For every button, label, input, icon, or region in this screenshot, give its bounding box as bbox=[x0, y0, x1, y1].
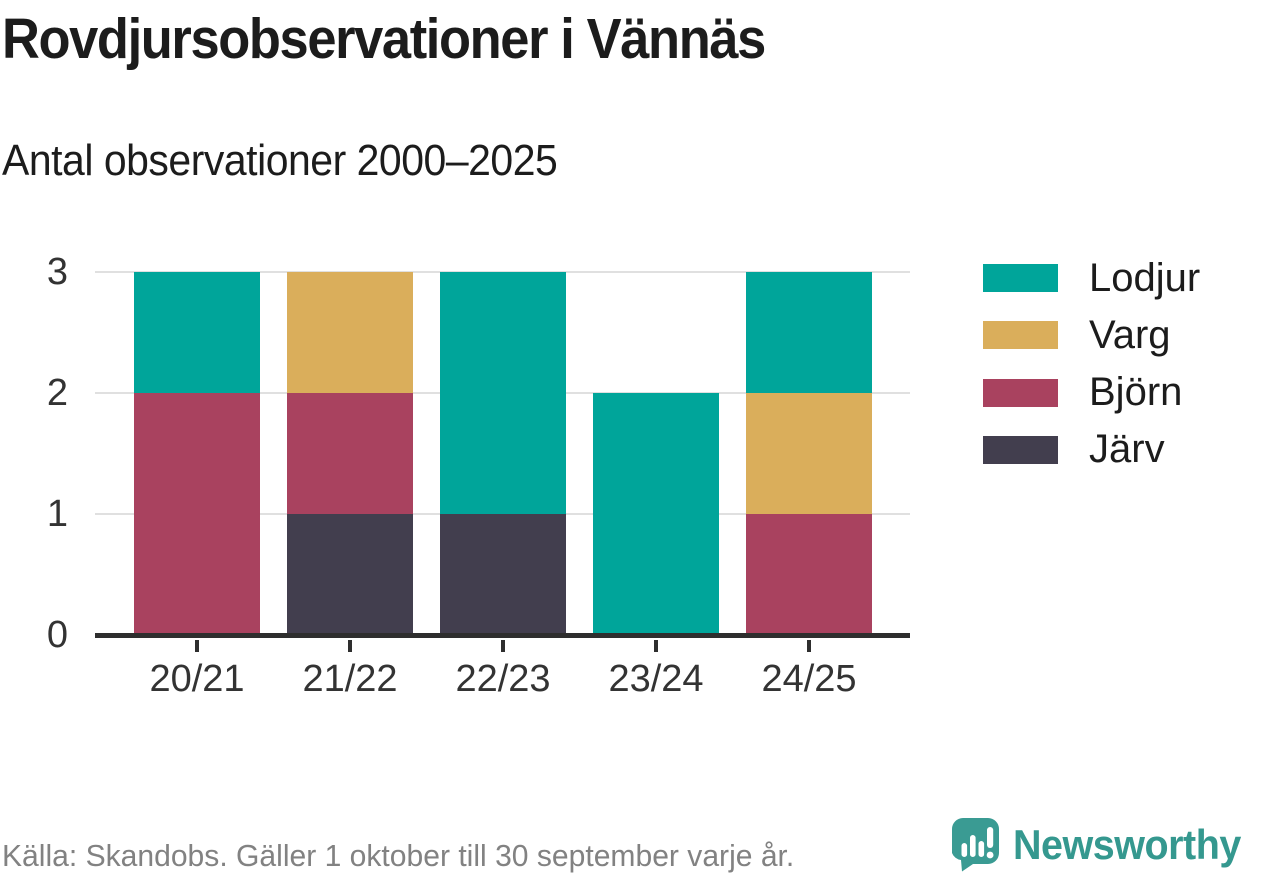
legend-swatch-lodjur bbox=[983, 264, 1058, 292]
y-axis-labels: 0 1 2 3 bbox=[0, 252, 68, 675]
x-tick-label-20-21: 20/21 bbox=[149, 658, 245, 700]
page-title: Rovdjursobservationer i Vännäs bbox=[2, 6, 831, 72]
newsworthy-logo-icon bbox=[952, 818, 999, 872]
chart-subtitle: Antal observationer 2000–2025 bbox=[2, 136, 599, 186]
legend-label-varg: Varg bbox=[1089, 312, 1171, 357]
x-tick-label-23-24: 23/24 bbox=[608, 658, 704, 700]
chart-subtitle-text: Antal observationer 2000–2025 bbox=[2, 136, 558, 185]
bar-segment-24-25-lodjur bbox=[746, 272, 872, 393]
legend-label-järv: Järv bbox=[1089, 427, 1165, 472]
legend-swatch-björn bbox=[983, 378, 1058, 407]
bar-segment-21-22-järv bbox=[287, 514, 413, 635]
y-tick-label-0: 0 bbox=[46, 614, 68, 656]
page-title-text: Rovdjursobservationer i Vännäs bbox=[2, 7, 766, 71]
bar-segment-21-22-björn bbox=[287, 393, 413, 514]
y-tick-label-1: 1 bbox=[46, 493, 68, 535]
legend-item-varg: Varg bbox=[983, 313, 1171, 357]
brand-name: Newsworthy bbox=[1013, 821, 1241, 868]
bar-segment-22-23-järv bbox=[440, 514, 566, 635]
x-tick-label-24-25: 24/25 bbox=[761, 658, 857, 700]
bar-segment-22-23-lodjur bbox=[440, 272, 566, 514]
plot-area bbox=[95, 271, 910, 652]
bar-segment-24-25-varg bbox=[746, 393, 872, 514]
y-tick-label-2: 2 bbox=[46, 372, 68, 414]
legend-label-lodjur: Lodjur bbox=[1089, 255, 1201, 300]
legend-swatch-varg bbox=[983, 321, 1058, 350]
legend-swatch-järv bbox=[983, 435, 1058, 464]
x-tickmark bbox=[195, 640, 199, 652]
x-tick-label-21-22: 21/22 bbox=[302, 658, 398, 700]
x-tickmark bbox=[348, 640, 352, 652]
legend-label-björn: Björn bbox=[1089, 370, 1183, 415]
bar-segment-20-21-lodjur bbox=[134, 272, 260, 393]
legend-item-järv: Järv bbox=[983, 427, 1165, 471]
x-tickmark bbox=[807, 640, 811, 652]
brand: Newsworthy bbox=[952, 818, 1255, 872]
source-note-text: Källa: Skandobs. Gäller 1 oktober till 3… bbox=[2, 838, 795, 873]
x-axis-line bbox=[95, 633, 910, 638]
y-tick-label-3: 3 bbox=[46, 251, 68, 293]
source-note: Källa: Skandobs. Gäller 1 oktober till 3… bbox=[2, 838, 819, 874]
bar-segment-23-24-lodjur bbox=[593, 393, 719, 635]
bar-segment-21-22-varg bbox=[287, 272, 413, 393]
bar-segment-24-25-björn bbox=[746, 514, 872, 635]
x-tickmark bbox=[501, 640, 505, 652]
x-tick-label-22-23: 22/23 bbox=[455, 658, 551, 700]
legend-item-björn: Björn bbox=[983, 370, 1182, 414]
legend-item-lodjur: Lodjur bbox=[983, 256, 1200, 300]
bar-segment-20-21-björn bbox=[134, 393, 260, 635]
x-tickmark bbox=[654, 640, 658, 652]
